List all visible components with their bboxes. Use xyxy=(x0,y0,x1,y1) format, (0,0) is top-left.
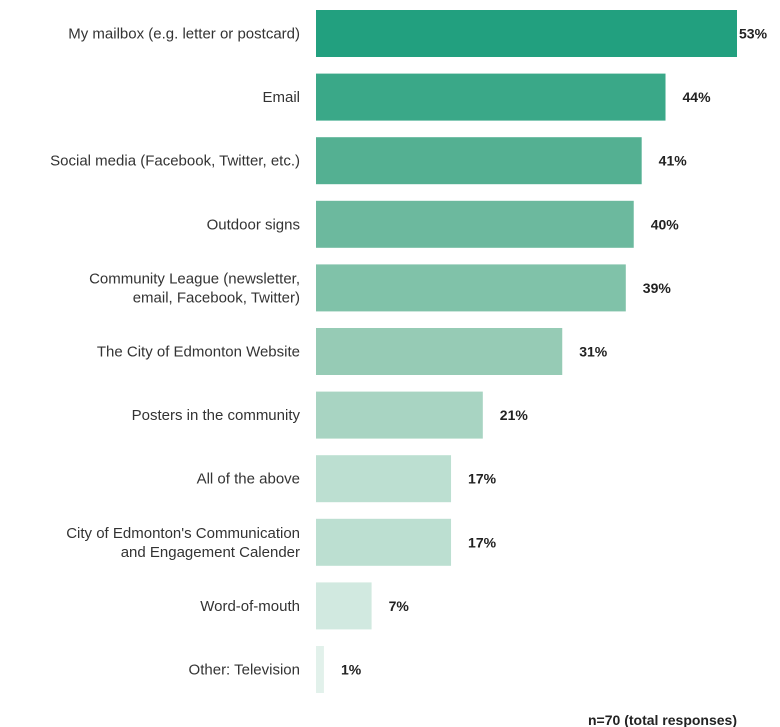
category-label-9: Word-of-mouth xyxy=(200,598,300,615)
value-label-5: 31% xyxy=(579,344,608,360)
category-label-4-line-1: email, Facebook, Twitter) xyxy=(133,289,300,306)
category-label-7-line-0: All of the above xyxy=(197,471,300,488)
bar-0 xyxy=(316,10,737,57)
category-labels-group: My mailbox (e.g. letter or postcard) Emai… xyxy=(50,26,300,727)
bar-2 xyxy=(316,137,642,185)
value-label-9: 7% xyxy=(389,598,410,614)
bar-1 xyxy=(316,73,666,121)
category-label-4-line-0: Community League (newsletter, xyxy=(89,270,300,287)
bar-8 xyxy=(316,518,452,566)
category-label-10: Other: Television xyxy=(189,662,300,679)
bar-4 xyxy=(316,264,626,312)
category-label-8-line-0: City of Edmonton's Communication xyxy=(66,525,300,542)
category-label-6-line-0: Posters in the community xyxy=(132,407,301,424)
bar-3 xyxy=(316,200,634,248)
value-label-0: 53% xyxy=(739,26,768,42)
category-label-8-line-1: and Engagement Calender xyxy=(121,544,300,561)
value-label-1: 44% xyxy=(683,89,712,105)
bar-7 xyxy=(316,455,452,503)
category-label-1: Email xyxy=(262,89,300,106)
category-label-8: City of Edmonton's Communication and Enga… xyxy=(66,525,300,561)
value-labels-group: 53% 44% 41% 40% 39% 31% 21% 17% 17% 7% 1% 0% xyxy=(320,26,768,727)
bar-5 xyxy=(316,328,563,375)
category-label-0-line-0: My mailbox (e.g. letter or postcard) xyxy=(68,26,300,43)
category-label-2-line-0: Social media (Facebook, Twitter, etc.) xyxy=(50,153,300,170)
value-label-7: 17% xyxy=(468,471,497,487)
category-label-3: Outdoor signs xyxy=(207,216,300,233)
category-label-3-line-0: Outdoor signs xyxy=(207,216,300,233)
value-label-2: 41% xyxy=(659,153,688,169)
category-label-5: The City of Edmonton Website xyxy=(97,344,300,361)
value-label-6: 21% xyxy=(500,407,529,423)
value-label-4: 39% xyxy=(643,280,672,296)
category-label-9-line-0: Word-of-mouth xyxy=(200,598,300,615)
bar-9 xyxy=(316,582,372,630)
value-label-8: 17% xyxy=(468,534,497,550)
category-label-11-line-0: None of the above xyxy=(177,725,300,727)
category-label-0: My mailbox (e.g. letter or postcard) xyxy=(68,26,300,43)
category-label-11: None of the above xyxy=(177,725,300,727)
category-label-2: Social media (Facebook, Twitter, etc.) xyxy=(50,153,300,170)
value-label-3: 40% xyxy=(651,216,680,232)
category-label-4: Community League (newsletter, email, Face… xyxy=(89,270,300,306)
category-label-1-line-0: Email xyxy=(262,89,300,106)
bar-10 xyxy=(316,646,324,693)
value-label-11: 0% xyxy=(320,725,341,727)
category-label-10-line-0: Other: Television xyxy=(189,662,300,679)
category-label-5-line-0: The City of Edmonton Website xyxy=(97,344,300,361)
value-label-10: 1% xyxy=(341,662,362,678)
category-label-7: All of the above xyxy=(197,471,300,488)
bar-6 xyxy=(316,391,483,439)
bars-group xyxy=(316,10,737,693)
sample-size-note: n=70 (total responses) xyxy=(588,712,737,727)
category-label-6: Posters in the community xyxy=(132,407,301,424)
